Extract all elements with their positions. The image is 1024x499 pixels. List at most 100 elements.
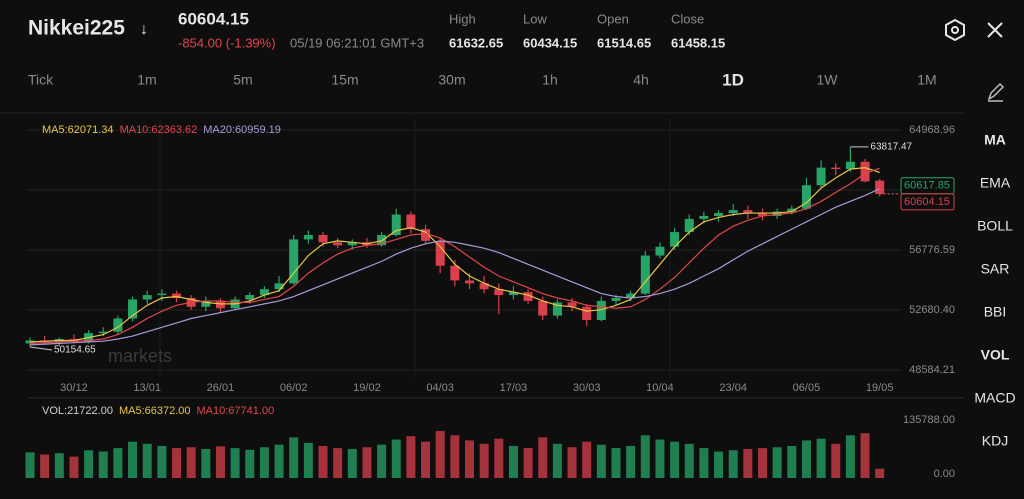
- y-tick-label: 0.00: [934, 468, 955, 480]
- volume-bar: [523, 448, 533, 478]
- timeframe[interactable]: 1D: [722, 70, 744, 89]
- direction: ↓: [140, 21, 148, 38]
- stat-value: 61632.65: [449, 35, 503, 50]
- candle-body: [523, 292, 533, 301]
- volume-bar: [172, 448, 181, 478]
- indicator[interactable]: BBI: [984, 304, 1007, 320]
- legend-entry: MA5:66372.00: [119, 405, 191, 417]
- x-tick-label: 23/04: [719, 382, 747, 394]
- settings-hex[interactable]: [945, 18, 965, 42]
- volume-bar: [318, 445, 328, 478]
- candle-body: [758, 213, 767, 216]
- close-icon[interactable]: [987, 22, 1003, 38]
- candle-body: [421, 229, 431, 241]
- candle-body: [142, 295, 152, 300]
- volume-bar: [831, 443, 841, 478]
- volume-bar: [347, 448, 357, 478]
- volume-bar: [377, 444, 387, 478]
- candle-body: [816, 167, 826, 186]
- candle-body: [714, 213, 724, 216]
- volume-bar: [655, 439, 665, 478]
- y-tick-label: 56776.59: [909, 244, 955, 256]
- volume-bar: [640, 435, 650, 478]
- timeframe[interactable]: 15m: [331, 72, 358, 88]
- settings-icon[interactable]: [945, 18, 965, 42]
- timeframe[interactable]: 1m: [137, 72, 156, 88]
- x-tick-label: 13/01: [133, 382, 161, 394]
- volume-bar: [626, 445, 636, 478]
- volume-bar: [714, 451, 724, 478]
- timeframe[interactable]: 1M: [917, 72, 936, 88]
- candle-body: [274, 283, 284, 290]
- candle-body: [318, 235, 328, 243]
- candle-body: [596, 300, 606, 320]
- x-tick-label: 26/01: [207, 382, 235, 394]
- candle-body: [538, 300, 548, 316]
- indicator[interactable]: VOL: [981, 347, 1010, 363]
- candle-body: [670, 232, 680, 247]
- volume-bar: [142, 443, 152, 478]
- volume-bar: [743, 448, 753, 478]
- volume-bar: [215, 446, 225, 478]
- candle-body: [582, 306, 592, 320]
- candle-body: [728, 210, 738, 214]
- indicator[interactable]: KDJ: [982, 433, 1008, 449]
- timeframe[interactable]: 4h: [633, 72, 649, 88]
- volume-bar: [25, 452, 35, 478]
- settings-dot[interactable]: [951, 26, 959, 34]
- close-line[interactable]: [987, 22, 1003, 38]
- draw-icon[interactable]: [987, 82, 1005, 102]
- candle-body: [640, 255, 650, 294]
- volume-bar: [303, 442, 313, 478]
- indicator[interactable]: MA: [984, 132, 1006, 148]
- candle-body: [391, 214, 401, 236]
- x-tick-label: 30/03: [573, 382, 601, 394]
- timeframe[interactable]: 5m: [233, 72, 252, 88]
- indicator[interactable]: BOLL: [977, 218, 1013, 234]
- x-tick-label: 06/05: [793, 382, 821, 394]
- price: 60604.15: [178, 9, 249, 28]
- candle-body: [128, 299, 138, 319]
- volume-bar: [128, 441, 138, 478]
- indicator[interactable]: MACD: [974, 390, 1015, 406]
- stat-label: Close: [671, 11, 704, 26]
- volume-bar: [54, 453, 64, 478]
- indicator[interactable]: EMA: [980, 175, 1011, 191]
- candle-body: [201, 300, 211, 307]
- timeframe[interactable]: 30m: [438, 72, 465, 88]
- x-tick-label: 06/02: [280, 382, 308, 394]
- candle-body: [465, 280, 474, 284]
- candle-body: [450, 265, 460, 281]
- candle-body: [611, 297, 621, 301]
- price-badge-text: 60617.85: [904, 180, 950, 192]
- timeframe[interactable]: 1h: [542, 72, 558, 88]
- candle-body: [875, 180, 885, 194]
- volume-bar: [875, 468, 885, 478]
- candle-body: [215, 300, 225, 309]
- symbol: Nikkei225: [28, 17, 125, 40]
- legend-entry: MA10:67741.00: [197, 405, 275, 417]
- candle-body: [831, 167, 841, 170]
- timeframe[interactable]: Tick: [28, 72, 54, 88]
- volume-bar: [406, 436, 416, 478]
- y-tick-label: 52680.40: [909, 304, 955, 316]
- ma-line: [29, 167, 880, 343]
- pencil[interactable]: [987, 82, 1005, 102]
- candle-body: [259, 289, 269, 296]
- volume-bar: [684, 443, 694, 478]
- volume-bar: [465, 440, 474, 478]
- y-tick-label: 64968.96: [909, 124, 955, 136]
- candle-body: [245, 295, 255, 300]
- volume-bar: [333, 448, 343, 478]
- timeframe[interactable]: 1W: [817, 72, 839, 88]
- volume-bar: [421, 441, 431, 478]
- volume-bar: [787, 445, 797, 478]
- volume-bar: [552, 443, 562, 478]
- volume-bar: [40, 454, 50, 478]
- volume-bar: [816, 438, 826, 478]
- legend-entry: VOL:21722.00: [42, 405, 113, 417]
- indicator[interactable]: SAR: [981, 261, 1010, 277]
- volume-bar: [84, 450, 94, 478]
- volume-bar: [186, 447, 196, 478]
